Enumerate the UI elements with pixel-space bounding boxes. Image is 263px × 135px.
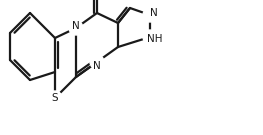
Text: S: S: [52, 93, 58, 103]
Text: N: N: [93, 61, 101, 71]
Circle shape: [90, 55, 104, 69]
Text: N: N: [150, 8, 158, 18]
Circle shape: [143, 8, 157, 22]
Circle shape: [69, 21, 83, 35]
Circle shape: [48, 91, 62, 105]
Circle shape: [143, 30, 157, 44]
Text: NH: NH: [147, 34, 163, 44]
Text: N: N: [72, 21, 80, 31]
